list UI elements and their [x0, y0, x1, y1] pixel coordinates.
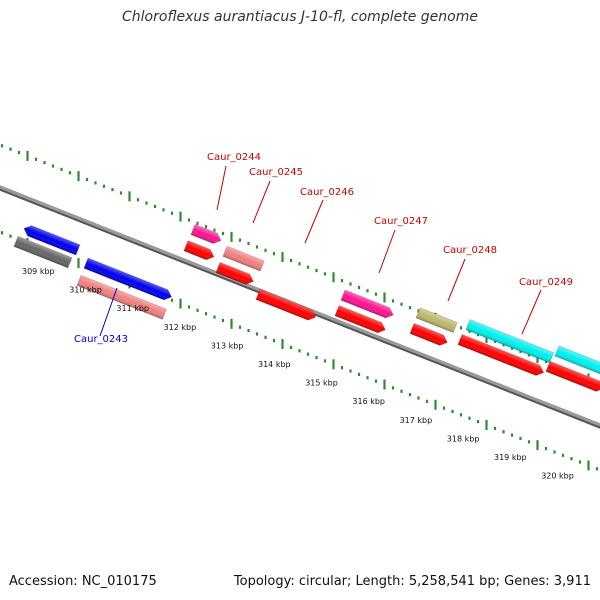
- inner-tick-track: [0, 231, 599, 471]
- kbp-label: 317 kbp: [400, 416, 433, 425]
- gene-label-caur_0245: Caur_0245: [249, 167, 303, 178]
- gene-feature-9: [255, 288, 317, 321]
- gene-feature-3: [83, 257, 172, 301]
- leader-line-caur_0249: [521, 289, 542, 335]
- gene-feature-6: [222, 245, 265, 272]
- gene-label-caur_0246: Caur_0246: [300, 187, 354, 198]
- leader-line-caur_0243: [99, 287, 118, 337]
- gene-feature-10: [340, 289, 394, 319]
- gene-feature-1: [23, 225, 81, 256]
- gene-label-caur_0244: Caur_0244: [207, 152, 261, 163]
- gene-feature-2: [13, 235, 73, 269]
- kbp-labels: 309 kbp 310 kbp 311 kbp 312 kbp 313 kbp 314 k…: [22, 267, 574, 481]
- gene-label-caur_0247: Caur_0247: [374, 216, 428, 227]
- gene-features: [13, 224, 600, 392]
- kbp-label: 311 kbp: [116, 304, 149, 313]
- gene-feature-11: [334, 305, 386, 334]
- gene-feature-8: [215, 261, 254, 285]
- topology-summary-text: Topology: circular; Length: 5,258,541 bp…: [233, 574, 591, 589]
- kbp-label: 316 kbp: [352, 397, 385, 406]
- kbp-label: 315 kbp: [305, 379, 338, 388]
- kbp-label: 320 kbp: [541, 472, 574, 481]
- page-title: Chloroflexus aurantiacus J-10-fl, comple…: [122, 9, 478, 25]
- gene-feature-12: [415, 307, 458, 334]
- kbp-label: 313 kbp: [211, 341, 244, 350]
- gene-labels: Caur_0243 Caur_0244 Caur_0245 Caur_0246 Caur…: [74, 152, 573, 345]
- kbp-label: 309 kbp: [22, 267, 55, 276]
- leader-line-caur_0247: [378, 229, 396, 274]
- gene-feature-4: [76, 274, 167, 320]
- leader-line-caur_0245: [252, 180, 271, 224]
- accession-text: Accession: NC_010175: [9, 574, 157, 589]
- kbp-label: 310 kbp: [69, 286, 102, 295]
- label-leaders: [99, 165, 542, 337]
- leader-line-caur_0244: [216, 165, 227, 211]
- gene-feature-5: [190, 224, 222, 244]
- gene-feature-15: [457, 333, 545, 376]
- gene-label-caur_0248: Caur_0248: [443, 245, 497, 256]
- gene-label-caur_0243: Caur_0243: [74, 334, 128, 345]
- gene-label-caur_0249: Caur_0249: [519, 277, 573, 288]
- kbp-label: 319 kbp: [494, 453, 527, 462]
- gene-feature-7: [183, 240, 215, 261]
- kbp-label: 312 kbp: [164, 323, 197, 332]
- leader-line-caur_0248: [447, 258, 466, 302]
- gene-feature-13: [409, 322, 448, 346]
- kbp-label: 318 kbp: [447, 434, 480, 443]
- leader-line-caur_0246: [304, 199, 324, 244]
- kbp-label: 314 kbp: [258, 360, 291, 369]
- outer-tick-track: [0, 144, 599, 384]
